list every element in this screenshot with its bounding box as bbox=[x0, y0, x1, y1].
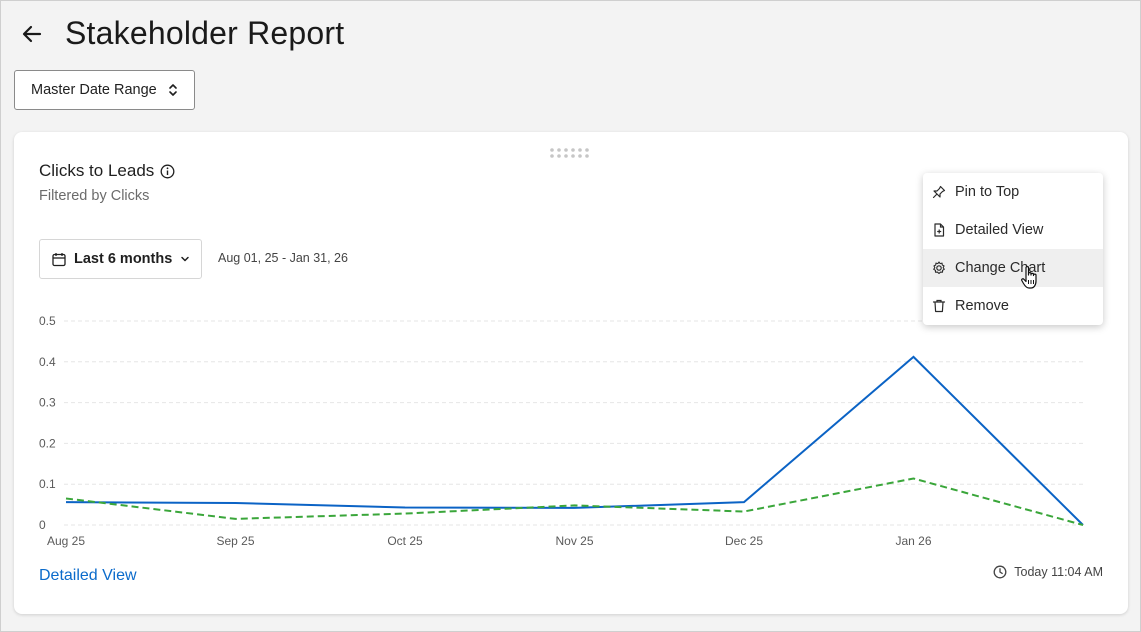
page-title: Stakeholder Report bbox=[65, 15, 345, 51]
pin-icon bbox=[932, 185, 946, 199]
clock-icon bbox=[993, 565, 1007, 579]
card-title: Clicks to Leads bbox=[39, 161, 175, 181]
period-select-label: Last 6 months bbox=[74, 251, 173, 267]
chevron-up-down-icon bbox=[169, 84, 177, 96]
card-options-menu: Pin to Top Detailed View Change Chart Re… bbox=[923, 173, 1103, 325]
menu-item-label: Detailed View bbox=[955, 222, 1044, 238]
last-updated: Today 11:04 AM bbox=[993, 565, 1103, 579]
hand-cursor-icon bbox=[1021, 266, 1037, 289]
series-line-1 bbox=[65, 355, 1084, 526]
y-tick-label: 0.5 bbox=[39, 314, 56, 328]
x-tick-label: Nov 25 bbox=[555, 534, 593, 548]
calendar-icon bbox=[52, 252, 66, 266]
series-line-2 bbox=[65, 477, 1084, 526]
y-tick-label: 0.2 bbox=[39, 436, 56, 450]
gear-icon bbox=[933, 261, 945, 274]
x-tick-label: Sep 25 bbox=[216, 534, 254, 548]
info-icon[interactable] bbox=[160, 164, 175, 179]
card-title-text: Clicks to Leads bbox=[39, 161, 155, 180]
y-tick-label: 0.3 bbox=[39, 396, 56, 410]
menu-item-label: Remove bbox=[955, 298, 1009, 314]
x-tick-label: Aug 25 bbox=[47, 534, 85, 548]
drag-handle-icon[interactable] bbox=[549, 147, 593, 159]
menu-item-remove[interactable]: Remove bbox=[923, 287, 1103, 325]
master-date-range-button[interactable]: Master Date Range bbox=[14, 70, 195, 110]
back-button[interactable] bbox=[17, 19, 47, 49]
period-date-range: Aug 01, 25 - Jan 31, 26 bbox=[218, 251, 348, 265]
y-tick-label: 0.4 bbox=[39, 355, 56, 369]
card-subtitle: Filtered by Clicks bbox=[39, 188, 150, 204]
x-tick-label: Jan 26 bbox=[895, 534, 931, 548]
x-tick-label: Dec 25 bbox=[725, 534, 763, 548]
menu-item-change-chart[interactable]: Change Chart bbox=[923, 249, 1103, 287]
last-updated-text: Today 11:04 AM bbox=[1014, 565, 1103, 579]
period-select[interactable]: Last 6 months bbox=[39, 239, 202, 279]
page-header: Stakeholder Report bbox=[1, 1, 1140, 67]
arrow-left-icon bbox=[22, 25, 42, 43]
menu-item-label: Pin to Top bbox=[955, 184, 1020, 200]
detailed-view-link[interactable]: Detailed View bbox=[39, 567, 137, 584]
master-date-range-label: Master Date Range bbox=[31, 82, 157, 98]
menu-item-label: Change Chart bbox=[955, 260, 1046, 276]
menu-item-pin-to-top[interactable]: Pin to Top bbox=[923, 173, 1103, 211]
chevron-down-icon bbox=[181, 256, 190, 262]
document-icon bbox=[934, 223, 945, 237]
y-tick-label: 0 bbox=[39, 518, 46, 532]
x-tick-label: Oct 25 bbox=[387, 534, 423, 548]
line-chart: 0 0.1 0.2 0.3 0.4 0.5 Aug 25 Sep 25 Oct 25 Nov 25… bbox=[39, 314, 1084, 548]
y-tick-label: 0.1 bbox=[39, 477, 56, 491]
trash-icon bbox=[932, 299, 946, 313]
menu-item-detailed-view[interactable]: Detailed View bbox=[923, 211, 1103, 249]
